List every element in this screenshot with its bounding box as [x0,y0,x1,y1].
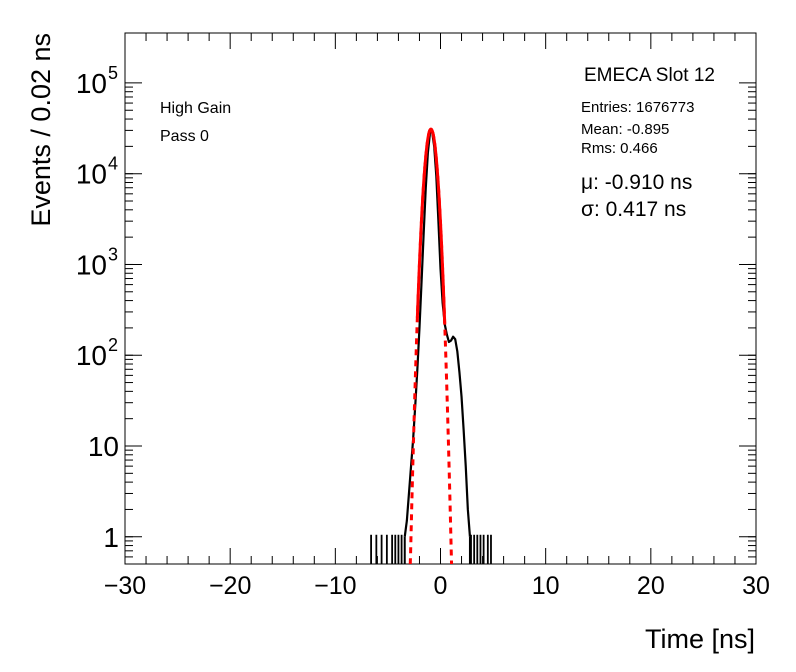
x-tick-label: 0 [434,572,448,600]
pass-label: Pass 0 [160,128,209,145]
stats-mean: Mean: -0.895 [581,121,669,138]
fit-series [408,127,454,564]
y-tick-label: 10 [76,340,107,371]
fit-mu: μ: -0.910 ns [581,171,692,194]
fit-curve-solid [415,127,447,324]
x-tick-label: −10 [314,572,356,600]
x-axis-ticks: −30 −20 −10 0 10 20 30 [104,33,770,600]
x-tick-label: −20 [209,572,251,600]
stats-entries: Entries: 1676773 [581,99,694,116]
x-tick-label: 20 [637,572,665,600]
y-tick-label: 10 [76,68,107,99]
x-tick-label: −30 [104,572,146,600]
gain-label: High Gain [160,100,231,117]
y-tick-exponent: 4 [108,154,118,174]
y-tick-label: 10 [76,249,107,280]
y-tick-exponent: 2 [108,335,118,355]
y-axis-label: Events / 0.02 ns [26,33,56,227]
y-tick-label: 10 [76,159,107,190]
stats-rms: Rms: 0.466 [581,140,658,157]
chart-title: EMECA Slot 12 [584,65,715,86]
y-tick-exponent: 3 [108,244,118,264]
y-tick-exponent: 5 [108,63,118,83]
fit-curve-dashed [408,127,454,564]
y-tick-label: 10 [88,431,119,462]
x-tick-label: 10 [532,572,560,600]
x-axis-label: Time [ns] [645,624,755,654]
x-tick-label: 30 [742,572,770,600]
y-tick-label: 1 [103,522,119,553]
fit-sigma: σ: 0.417 ns [581,198,686,221]
